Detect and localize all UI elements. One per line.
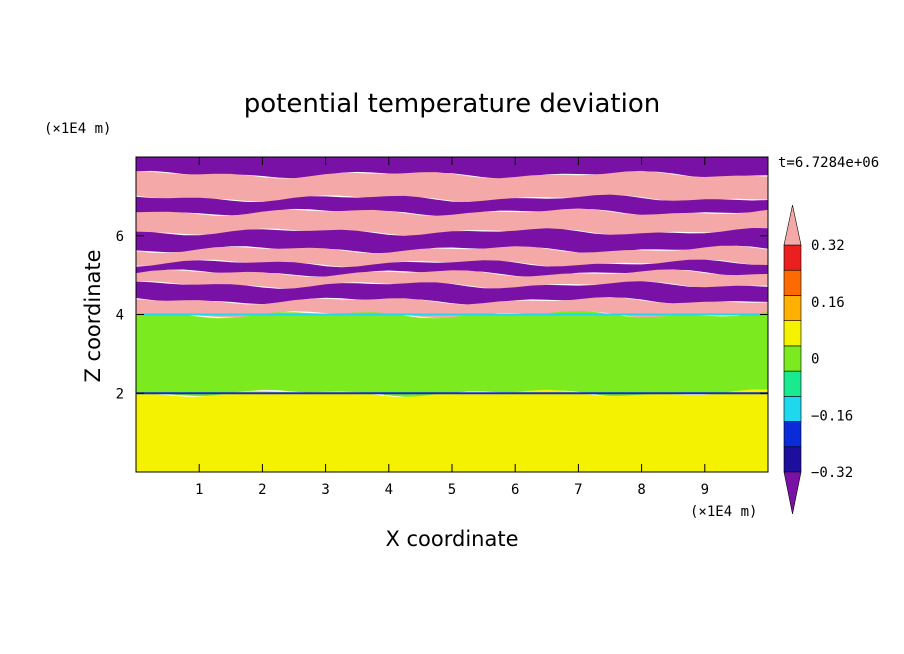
colorbar-tick-label: −0.32 <box>811 465 853 481</box>
x-tick-label: 8 <box>637 482 645 498</box>
colorbar: 0.32 0.16 0 −0.16 −0.32 <box>783 204 853 515</box>
y-axis: 2 4 6 <box>116 229 768 402</box>
y-axis-label: Z coordinate <box>81 249 105 382</box>
colorbar-swatch <box>783 295 802 321</box>
colorbar-swatch <box>783 345 802 372</box>
colorbar-tick-label: 0.32 <box>811 238 845 254</box>
field-band <box>136 281 768 305</box>
field-band <box>136 245 768 268</box>
field-band <box>136 170 768 203</box>
x-tick-label: 9 <box>701 482 709 498</box>
contour-field <box>136 157 768 472</box>
colorbar-swatch <box>783 320 802 347</box>
x-tick-label: 6 <box>511 482 519 498</box>
x-tick-label: 3 <box>321 482 329 498</box>
colorbar-swatch <box>783 396 802 422</box>
colorbar-tick-label: 0.16 <box>811 295 845 311</box>
colorbar-tick-label: −0.16 <box>811 408 853 424</box>
x-axis: 1 2 3 4 5 6 7 8 9 <box>195 157 709 498</box>
x-tick-label: 5 <box>448 482 456 498</box>
field-band <box>136 259 768 277</box>
colorbar-swatch <box>783 421 802 448</box>
colorbar-tick-label: 0 <box>811 352 819 368</box>
x-tick-label: 1 <box>195 482 203 498</box>
field-band <box>136 208 768 236</box>
y-tick-label: 2 <box>116 386 124 402</box>
colorbar-swatch <box>783 370 802 397</box>
colorbar-min-triangle <box>783 471 802 515</box>
x-tick-label: 7 <box>574 482 582 498</box>
field-band <box>136 228 768 254</box>
x-axis-label: X coordinate <box>385 527 518 551</box>
time-label: t=6.7284e+06 <box>778 155 879 171</box>
y-unit-label: (×1E4 m) <box>44 121 111 137</box>
colorbar-swatch <box>783 269 802 296</box>
field-band <box>136 194 768 216</box>
field-band <box>136 297 768 319</box>
field-band <box>136 310 768 397</box>
y-tick-label: 4 <box>116 308 124 324</box>
x-tick-label: 4 <box>385 482 393 498</box>
colorbar-swatch <box>783 446 802 473</box>
field-band <box>136 389 768 472</box>
x-tick-label: 2 <box>258 482 266 498</box>
y-tick-label: 6 <box>116 229 124 245</box>
colorbar-swatch <box>783 244 802 271</box>
plot-area <box>135 156 769 473</box>
x-unit-label: (×1E4 m) <box>690 504 757 520</box>
chart-title: potential temperature deviation <box>244 89 660 119</box>
colorbar-max-triangle <box>783 204 802 246</box>
